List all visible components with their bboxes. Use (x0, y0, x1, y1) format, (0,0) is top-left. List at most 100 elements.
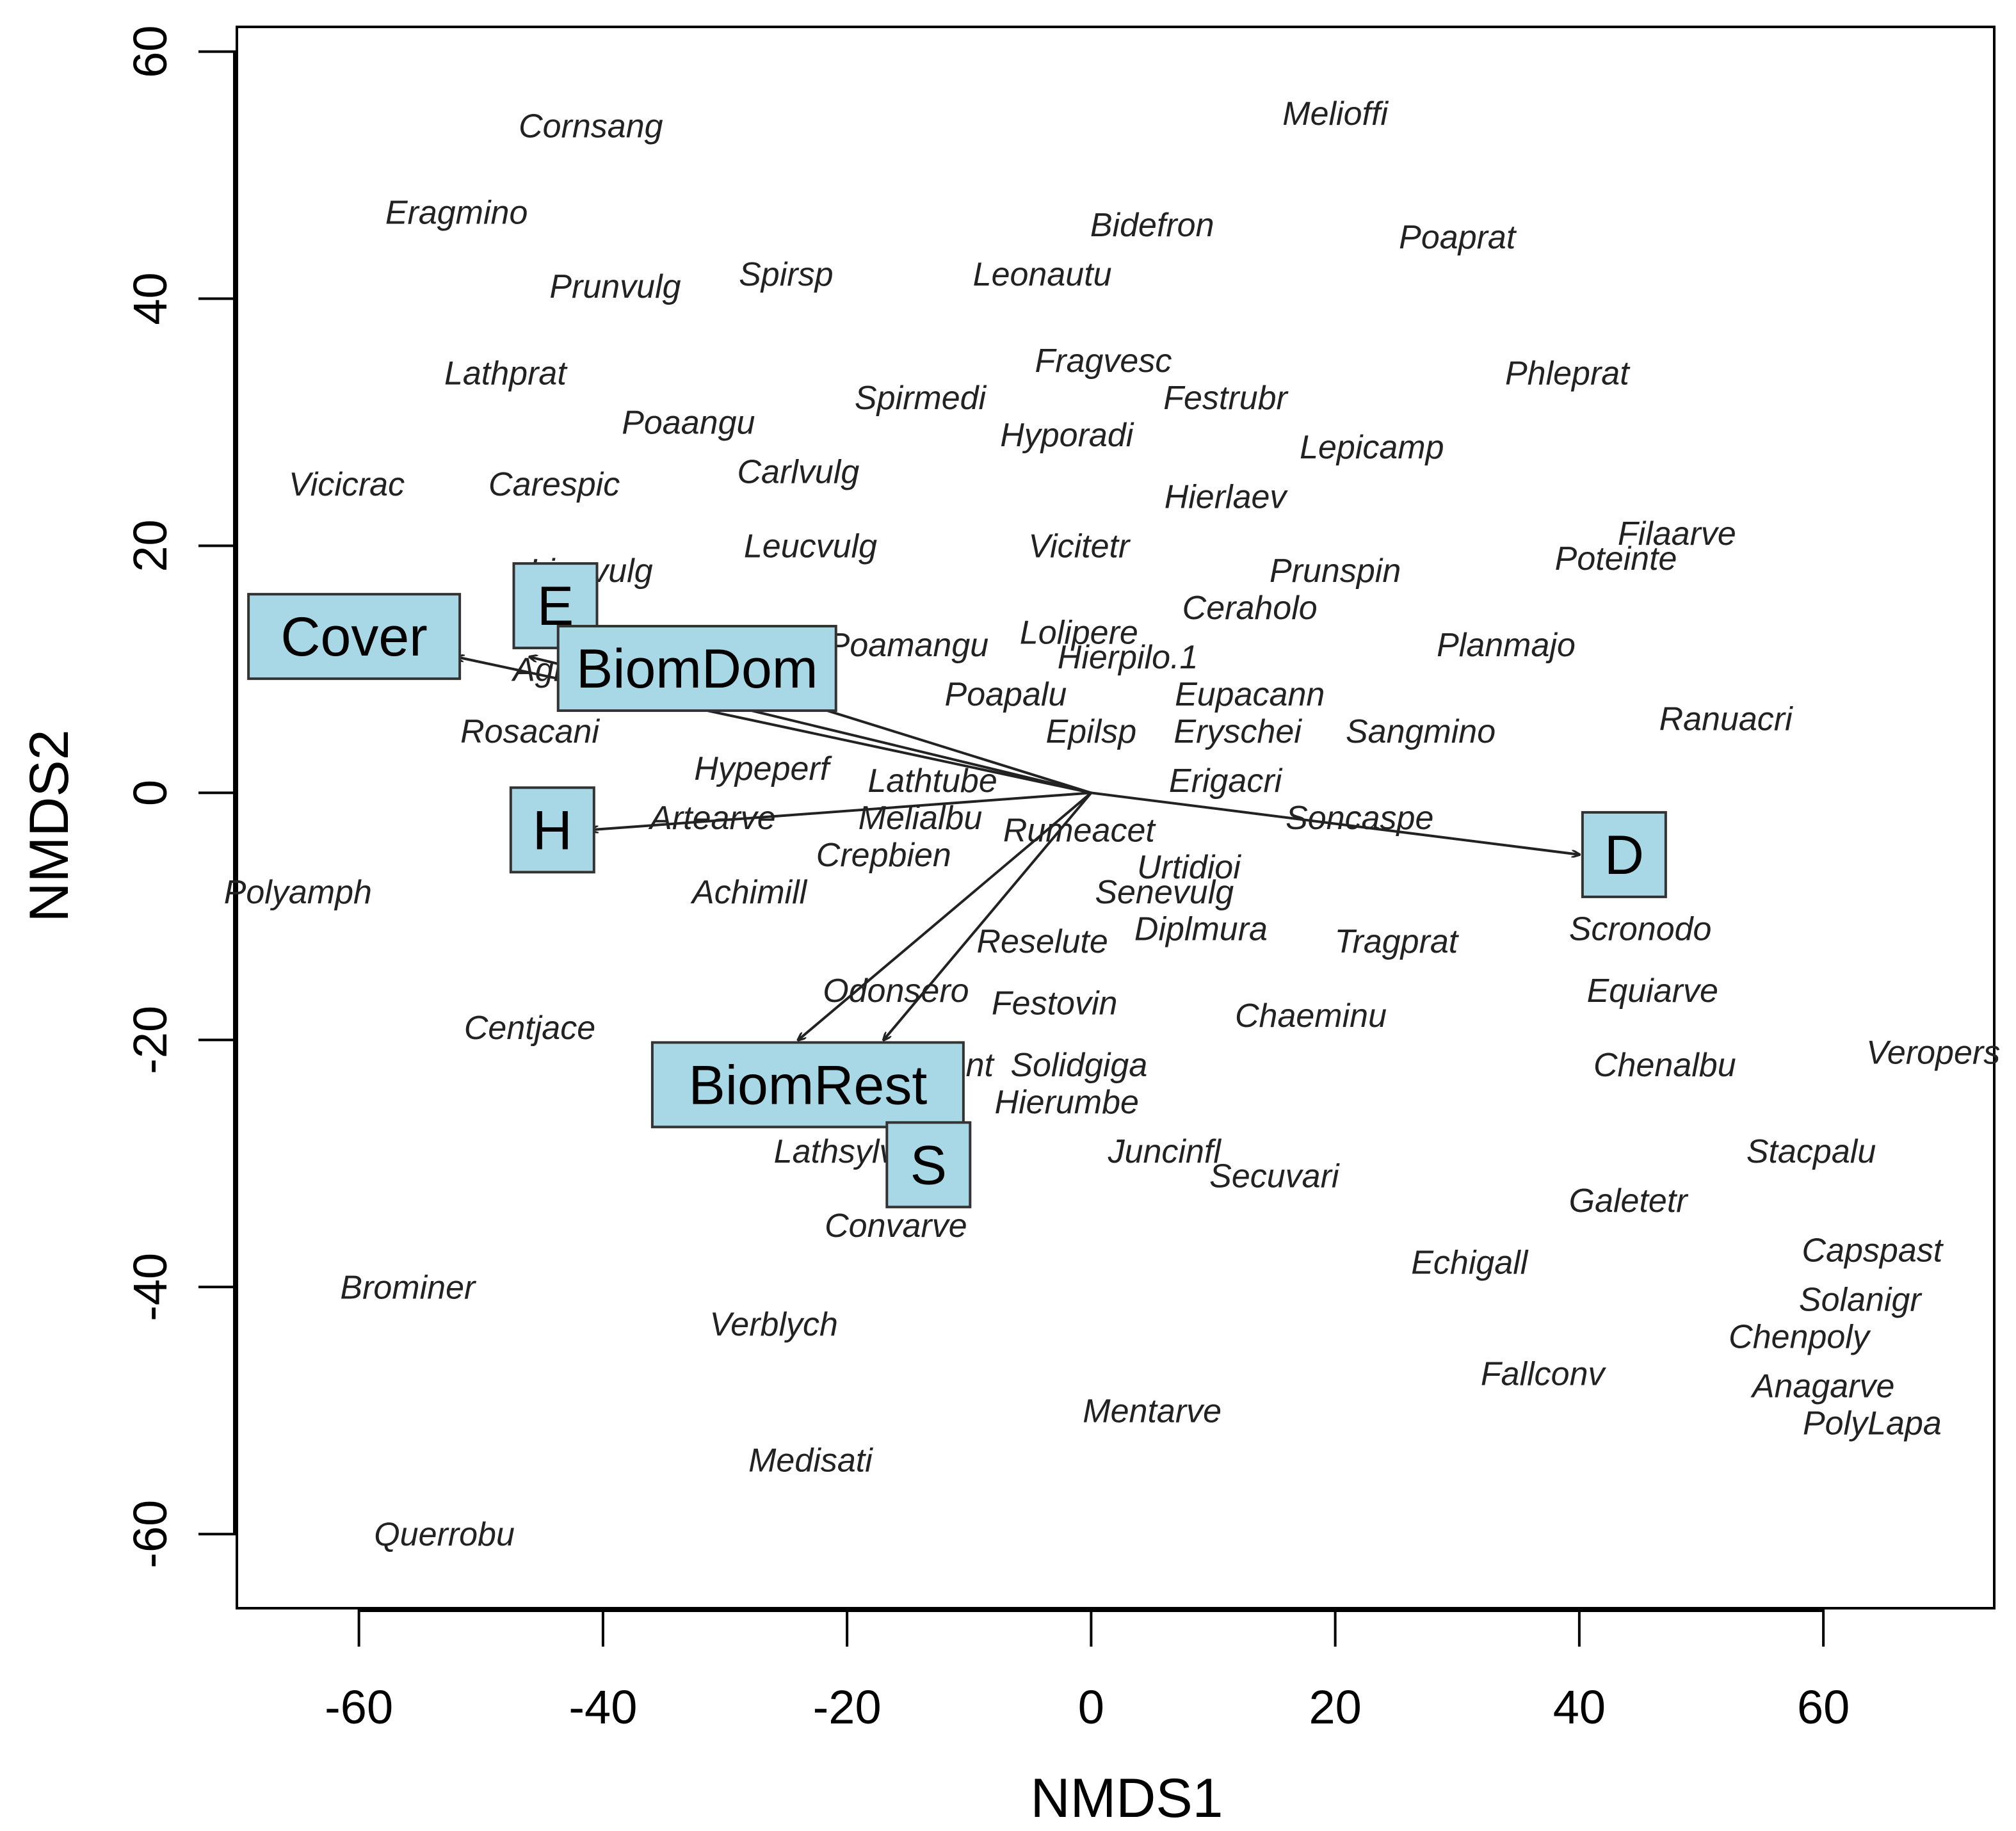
x-tick-label: 60 (1797, 1681, 1850, 1734)
species-label: Chaeminu (1235, 997, 1387, 1035)
species-label: Spirmedi (855, 380, 987, 417)
species-label: Eragmino (385, 194, 528, 231)
species-label: Poteinte (1555, 540, 1677, 577)
species-label: Convarve (825, 1207, 967, 1245)
species-label: Festrubr (1163, 380, 1289, 417)
species-label: Equiarve (1587, 972, 1718, 1010)
vector-arrow (591, 791, 1092, 830)
vector-label-s: S (885, 1121, 972, 1209)
vector-label-d: D (1581, 811, 1667, 898)
species-labels: Cornsang Melioffi Eragmino Bidefron Poaprat S… (224, 95, 2001, 1553)
species-label: Chenpoly (1729, 1318, 1871, 1355)
species-label: Hyporadi (1000, 417, 1134, 454)
species-label: Chenalbu (1593, 1047, 1736, 1084)
vector-arrow (1091, 791, 1579, 854)
species-label: Hierumbe (995, 1084, 1139, 1121)
y-tick-label: 40 (124, 272, 177, 325)
species-label: Solidgiga (1010, 1047, 1147, 1084)
species-label: Melioffi (1282, 95, 1389, 133)
species-label: Sangmino (1346, 713, 1496, 750)
species-label: Poaprat (1399, 219, 1517, 256)
species-label: Planmajo (1437, 627, 1576, 664)
species-label: Leonautu (973, 256, 1112, 293)
species-label: Lolipere (1020, 615, 1138, 652)
species-label: Hierpilo.1 (1058, 639, 1198, 676)
species-label: Poamangu (828, 627, 989, 664)
svg-text:H: H (533, 800, 572, 861)
species-label: Carespic (488, 466, 620, 503)
species-label: Ranuacri (1659, 701, 1794, 738)
species-label: Querrobu (374, 1516, 515, 1553)
species-label: Festovin (992, 985, 1118, 1022)
x-tick-label: -20 (813, 1681, 882, 1734)
vector-label-biomrest: BiomRest (650, 1041, 965, 1129)
species-label: Rosacani (460, 713, 600, 750)
x-tick-label: -40 (569, 1681, 637, 1734)
species-label: Fallconv (1481, 1355, 1607, 1392)
species-label: Poapalu (945, 676, 1067, 713)
species-label: Eupacann (1175, 676, 1325, 713)
species-label: Reselute (977, 923, 1108, 960)
svg-text:Cover: Cover (280, 606, 427, 668)
species-label: Polyamph (224, 874, 372, 911)
x-tick-label: 0 (1078, 1681, 1104, 1734)
y-axis-title: NMDS2 (19, 729, 80, 922)
species-label: Spirsp (739, 256, 833, 293)
species-label: Galetetr (1569, 1182, 1689, 1220)
x-axis: -60 -40 -20 0 20 40 60 (325, 1608, 1850, 1734)
vector-label-biomdom: BiomDom (556, 625, 837, 713)
species-label: Fragvesc (1035, 343, 1172, 380)
plot-frame (236, 26, 1996, 1609)
species-label: Achimill (690, 874, 808, 911)
y-tick-label: 20 (124, 519, 177, 572)
species-label: Tragprat (1335, 923, 1460, 960)
vector-label-cover: Cover (247, 593, 462, 681)
svg-text:D: D (1604, 825, 1644, 886)
species-label: Prunspin (1270, 553, 1401, 590)
species-label: Capspast (1802, 1232, 1944, 1269)
species-label: Echigall (1411, 1245, 1529, 1282)
species-label: Crepbien (816, 837, 951, 874)
species-label: Vicitetr (1028, 528, 1131, 565)
species-label: Anagarve (1750, 1368, 1895, 1405)
y-tick-label: -40 (124, 1253, 177, 1321)
svg-text:BiomDom: BiomDom (576, 638, 818, 700)
species-label: Scronodo (1569, 911, 1712, 948)
species-label: Lathprat (444, 355, 568, 392)
species-label: Centjace (464, 1010, 595, 1047)
species-label: Filaarve (1618, 515, 1736, 553)
species-label: Solanigr (1799, 1282, 1923, 1319)
species-label: Leucvulg (744, 528, 877, 565)
y-tick-label: 60 (124, 25, 177, 77)
species-label: Epilsp (1046, 713, 1137, 750)
species-label: Senevulg (1095, 874, 1234, 911)
species-label: Prunvulg (549, 268, 681, 305)
species-label: Lathsylv (774, 1133, 898, 1170)
species-label: Urtidioi (1137, 849, 1241, 886)
y-tick-label: -60 (124, 1500, 177, 1569)
vector-arrow (883, 792, 1092, 1040)
species-label: Cornsang (519, 108, 663, 145)
x-axis-title: NMDS1 (1030, 1768, 1223, 1829)
species-label: Stacpalu (1746, 1133, 1876, 1170)
y-axis: -60 -40 -20 0 20 40 60 (124, 25, 237, 1569)
species-label: Soncaspe (1286, 800, 1433, 837)
species-label: Eryschei (1173, 713, 1302, 750)
svg-text:S: S (910, 1134, 947, 1196)
species-label: Verblych (710, 1306, 838, 1343)
x-tick-label: -60 (325, 1681, 393, 1734)
species-label: Odonsero (823, 972, 969, 1010)
x-tick-label: 20 (1309, 1681, 1361, 1734)
species-label: Hierlaev (1165, 478, 1289, 515)
species-label: Lepicamp (1300, 429, 1444, 466)
species-label: Veropers (1866, 1035, 2000, 1072)
vector-arrow (798, 791, 1092, 1040)
species-label: Medisati (748, 1442, 873, 1479)
y-tick-label: 0 (124, 780, 177, 806)
species-label: Diplmura (1134, 911, 1268, 948)
species-label: Bidefron (1090, 207, 1214, 244)
species-label: Brominer (340, 1269, 477, 1306)
species-label: Erigacri (1169, 762, 1283, 800)
